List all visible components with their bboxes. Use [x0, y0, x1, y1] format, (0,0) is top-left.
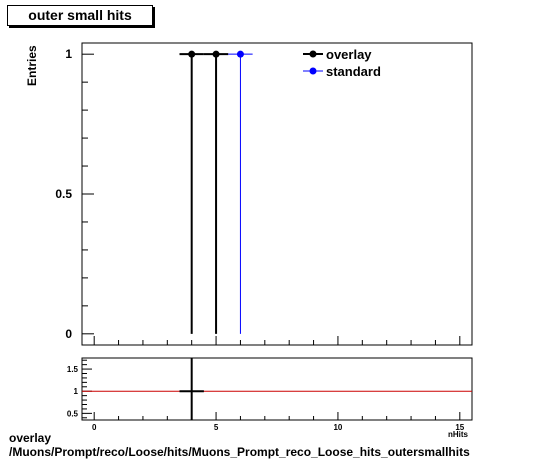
overlay-data-point — [188, 50, 196, 58]
main-plot-frame — [81, 42, 473, 346]
ratio-y-tick-label: 1 — [74, 387, 79, 396]
y-tick-label: 0 — [65, 327, 72, 341]
chart-title: outer small hits — [28, 7, 132, 23]
ratio-plot-frame — [81, 357, 473, 421]
ratio-y-tick-label: 0.5 — [67, 409, 79, 418]
x-tick-label: 0 — [92, 423, 97, 432]
x-axis-label: nHits — [448, 430, 469, 439]
legend-label-overlay: overlay — [326, 47, 372, 62]
y-tick-label: 0.5 — [55, 187, 72, 201]
footer-line-2: /Muons/Prompt/reco/Loose/hits/Muons_Prom… — [9, 445, 470, 459]
legend-marker-standard — [309, 67, 317, 75]
legend-label-standard: standard — [326, 64, 381, 79]
x-tick-label: 10 — [333, 423, 342, 432]
legend-marker-overlay — [309, 50, 317, 58]
standard-data-point — [236, 50, 244, 58]
x-tick-label: 5 — [214, 423, 219, 432]
overlay-data-point — [212, 50, 220, 58]
ratio-y-tick-label: 1.5 — [67, 365, 79, 374]
footer-line-1: overlay — [9, 431, 52, 445]
y-tick-label: 1 — [65, 47, 72, 61]
x-tick-label: 15 — [455, 423, 464, 432]
title-box: outer small hits — [7, 5, 153, 26]
